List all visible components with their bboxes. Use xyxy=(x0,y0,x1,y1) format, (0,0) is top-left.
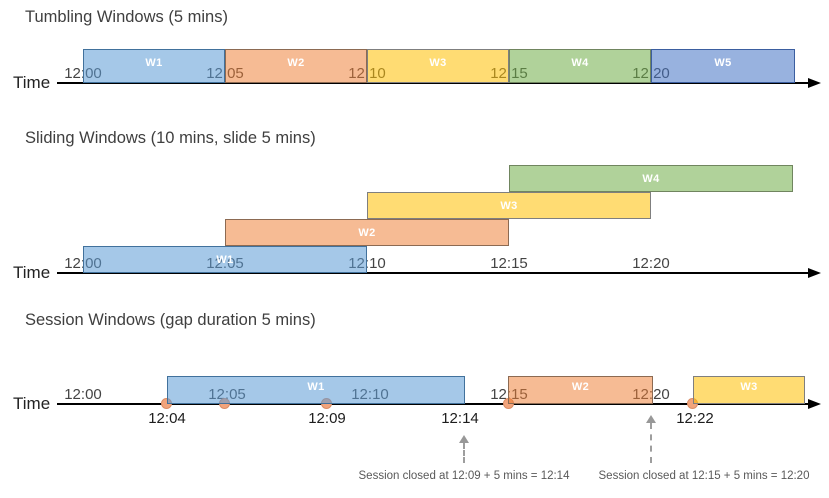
tumbling-window-w5: W5 xyxy=(651,49,795,83)
event-time-label: 12:04 xyxy=(148,410,186,427)
sliding-tick: 12:20 xyxy=(632,255,670,272)
session-window-w3: W3 xyxy=(693,376,805,404)
session-tick: 12:00 xyxy=(64,386,102,403)
tumbling-window-w3: W3 xyxy=(367,49,509,83)
window-label: W3 xyxy=(740,381,758,393)
sliding-timeline-arrow-icon xyxy=(808,268,821,278)
dashed-up-arrow-icon xyxy=(646,415,656,423)
window-label: W3 xyxy=(429,57,447,69)
session-timeline-arrow-icon xyxy=(808,399,821,409)
event-time-label: 12:14 xyxy=(441,410,479,427)
window-label: W1 xyxy=(307,381,325,393)
event-time-label: 12:22 xyxy=(676,410,714,427)
window-label: W4 xyxy=(642,172,660,185)
session-time-axis-label: Time xyxy=(13,394,51,413)
event-time-label: 12:09 xyxy=(308,410,346,427)
tumbling-timeline xyxy=(57,82,810,84)
tumbling-window-w4: W4 xyxy=(509,49,651,83)
session-closed-caption-1: Session closed at 12:09 + 5 mins = 12:14 xyxy=(358,470,570,482)
sliding-window-w1: W1 xyxy=(83,246,367,273)
session-window-w1: W1 xyxy=(167,376,465,404)
window-label: W4 xyxy=(571,57,589,69)
session-timeline xyxy=(57,403,810,405)
sliding-window-w2: W2 xyxy=(225,219,509,246)
sliding-timeline xyxy=(57,272,810,274)
dashed-up-arrow-icon xyxy=(459,435,469,443)
window-label: W2 xyxy=(287,57,305,69)
tumbling-timeline-arrow-icon xyxy=(808,78,821,88)
tumbling-title: Tumbling Windows (5 mins) xyxy=(25,8,228,26)
session-window-w2: W2 xyxy=(508,376,653,404)
session-title: Session Windows (gap duration 5 mins) xyxy=(25,311,316,329)
tumbling-window-w2: W2 xyxy=(225,49,367,83)
sliding-tick: 12:15 xyxy=(490,255,528,272)
tumbling-time-axis-label: Time xyxy=(13,73,51,92)
sliding-title: Sliding Windows (10 mins, slide 5 mins) xyxy=(25,129,316,147)
sliding-window-w3: W3 xyxy=(367,192,651,219)
dashed-up-arrow-stem xyxy=(650,423,652,463)
window-label: W2 xyxy=(571,381,590,393)
window-label: W5 xyxy=(714,57,732,69)
window-label: W1 xyxy=(145,57,163,69)
sliding-time-axis-label: Time xyxy=(13,263,51,282)
tumbling-window-w1: W1 xyxy=(83,49,225,83)
window-label: W2 xyxy=(358,226,376,239)
window-label: W1 xyxy=(216,253,234,266)
window-label: W3 xyxy=(500,199,518,212)
session-closed-caption-2: Session closed at 12:15 + 5 mins = 12:20 xyxy=(598,470,810,482)
dashed-up-arrow-stem xyxy=(463,443,465,463)
sliding-window-w4: W4 xyxy=(509,165,793,192)
